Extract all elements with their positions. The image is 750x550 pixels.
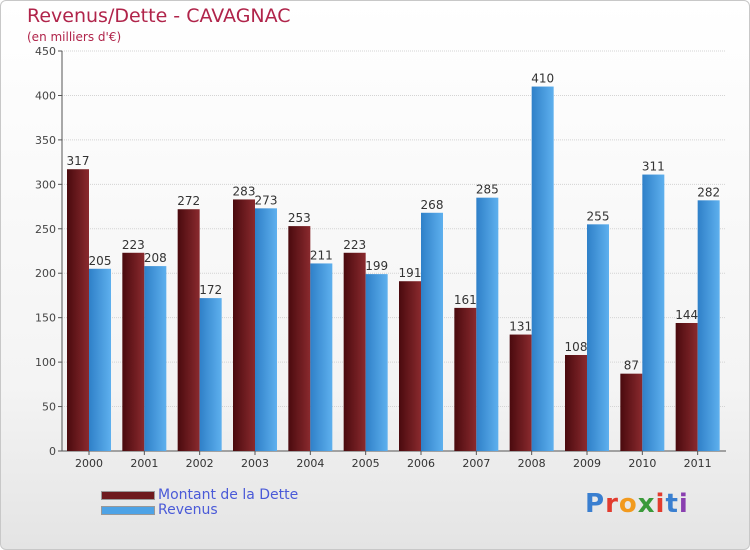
y-tick-label: 250 — [35, 223, 56, 236]
y-tick-label: 100 — [35, 356, 56, 369]
legend-swatch-revenus — [101, 505, 155, 515]
data-label-dette: 223 — [122, 238, 145, 252]
x-tick-label: 2008 — [518, 457, 546, 470]
legend-label-revenus: Revenus — [158, 502, 218, 518]
logo-letter: x — [637, 489, 656, 519]
data-label-dette: 272 — [177, 194, 200, 208]
bar-dette — [509, 334, 532, 451]
y-tick-label: 0 — [49, 445, 56, 458]
data-label-revenus: 255 — [587, 209, 610, 223]
data-label-dette: 87 — [624, 359, 639, 373]
legend-item-dette: Montant de la Dette — [101, 487, 298, 503]
logo-letter: i — [678, 489, 689, 519]
bar-revenus — [199, 298, 222, 451]
x-tick-label: 2009 — [573, 457, 601, 470]
logo-letter: t — [665, 489, 679, 519]
data-label-revenus: 410 — [531, 72, 554, 86]
logo-letter: o — [618, 489, 638, 519]
bar-dette — [343, 252, 366, 451]
chart-title: Revenus/Dette - CAVAGNAC — [27, 5, 291, 27]
data-label-dette: 144 — [675, 308, 698, 322]
data-label-revenus: 285 — [476, 183, 499, 197]
bar-dette — [565, 355, 587, 451]
x-tick-label: 2002 — [186, 457, 214, 470]
bar-revenus — [255, 208, 277, 451]
bar-revenus — [531, 86, 554, 452]
bar-dette — [177, 209, 200, 451]
bar-revenus — [365, 274, 388, 451]
data-label-revenus: 172 — [199, 283, 222, 297]
data-label-revenus: 311 — [642, 160, 665, 174]
x-tick-label: 2001 — [130, 457, 158, 470]
bar-revenus — [144, 266, 167, 451]
y-tick-label: 300 — [35, 178, 56, 191]
data-label-dette: 161 — [454, 293, 477, 307]
legend-swatch-dette — [101, 490, 155, 500]
bar-dette — [288, 226, 311, 451]
bar-dette — [399, 281, 421, 451]
bar-revenus — [697, 200, 720, 451]
data-label-dette: 283 — [233, 184, 256, 198]
bar-revenus — [587, 224, 609, 451]
x-tick-label: 2011 — [684, 457, 712, 470]
y-tick-label: 350 — [35, 134, 56, 147]
logo-letter: P — [585, 489, 606, 519]
x-tick-label: 2005 — [352, 457, 380, 470]
bar-dette — [122, 252, 145, 451]
bar-dette — [675, 323, 698, 451]
data-label-revenus: 205 — [89, 254, 112, 268]
bar-dette — [454, 307, 477, 451]
x-tick-label: 2007 — [462, 457, 490, 470]
y-tick-label: 50 — [42, 401, 56, 414]
bar-dette — [620, 373, 643, 451]
bar-dette — [67, 169, 89, 451]
x-tick-label: 2004 — [296, 457, 324, 470]
legend-label-dette: Montant de la Dette — [158, 487, 299, 503]
data-label-revenus: 268 — [421, 198, 444, 212]
data-label-revenus: 208 — [144, 251, 167, 265]
logo-letter: i — [655, 489, 666, 519]
data-label-revenus: 282 — [697, 185, 720, 199]
chart-subtitle: (en milliers d'€) — [27, 30, 122, 44]
data-label-revenus: 199 — [365, 259, 388, 273]
bar-revenus — [476, 197, 499, 451]
x-tick-label: 2010 — [628, 457, 656, 470]
bar-revenus — [89, 268, 111, 451]
bar-revenus — [421, 212, 443, 451]
y-tick-label: 400 — [35, 89, 56, 102]
data-label-dette: 108 — [565, 340, 588, 354]
data-label-revenus: 273 — [255, 193, 278, 207]
data-label-dette: 191 — [399, 266, 422, 280]
legend-item-revenus: Revenus — [101, 502, 218, 518]
bar-revenus — [310, 263, 333, 451]
y-tick-label: 150 — [35, 312, 56, 325]
data-label-dette: 317 — [67, 154, 90, 168]
y-tick-label: 450 — [35, 45, 56, 58]
data-label-dette: 253 — [288, 211, 311, 225]
bar-dette — [233, 199, 255, 451]
data-label-revenus: 211 — [310, 248, 333, 262]
x-tick-label: 2003 — [241, 457, 269, 470]
x-tick-label: 2006 — [407, 457, 435, 470]
data-label-dette: 223 — [343, 238, 366, 252]
x-tick-label: 2000 — [75, 457, 103, 470]
y-tick-label: 200 — [35, 267, 56, 280]
bar-revenus — [642, 174, 665, 452]
data-label-dette: 131 — [509, 320, 532, 334]
proxiti-logo: Proxiti — [585, 489, 689, 519]
logo-letter: r — [605, 489, 619, 519]
